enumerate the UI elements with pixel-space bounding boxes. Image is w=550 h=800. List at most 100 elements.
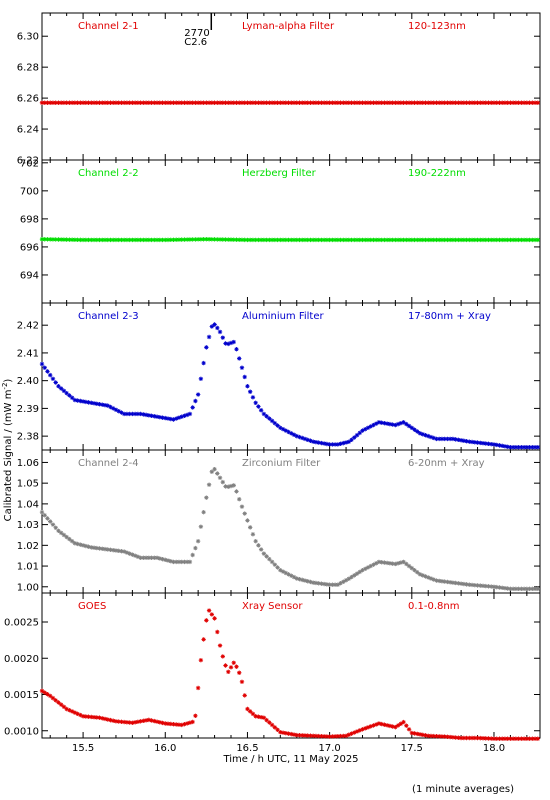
data-point xyxy=(368,237,373,243)
data-point xyxy=(502,736,508,741)
data-point xyxy=(245,100,250,105)
data-point xyxy=(310,237,316,243)
data-point xyxy=(335,733,341,739)
data-point xyxy=(116,237,121,243)
data-point xyxy=(127,551,132,556)
data-point xyxy=(168,416,173,422)
data-point xyxy=(53,698,58,703)
data-point xyxy=(332,237,338,243)
data-point xyxy=(505,237,510,243)
data-point xyxy=(141,412,146,417)
data-point xyxy=(426,733,431,739)
y-tick-label: 6.28 xyxy=(17,63,39,74)
data-point xyxy=(524,586,530,592)
data-point xyxy=(319,100,324,105)
data-point xyxy=(234,664,239,669)
data-point xyxy=(289,731,294,737)
data-point xyxy=(278,730,283,735)
data-point xyxy=(187,237,193,242)
data-point xyxy=(302,436,308,442)
data-point xyxy=(154,719,160,724)
data-point xyxy=(48,100,53,105)
data-point xyxy=(237,356,242,361)
data-point xyxy=(272,725,278,730)
y-tick-label: 1.04 xyxy=(17,499,39,510)
data-point xyxy=(111,406,116,411)
data-point xyxy=(300,577,305,583)
y-tick-label: 1.02 xyxy=(17,541,39,552)
data-point xyxy=(319,581,324,586)
filter-label: Lyman-alpha Filter xyxy=(242,21,335,32)
data-point xyxy=(467,237,472,243)
data-point xyxy=(324,100,330,105)
data-point xyxy=(100,402,105,407)
data-point xyxy=(94,545,99,551)
data-point xyxy=(91,401,97,406)
data-point xyxy=(324,237,330,243)
panel-4: 1.00 1.01 1.02 1.03 1.04 1.05 1.06 Channel 2-4 Z… xyxy=(17,449,541,594)
y-tick-label: 2.39 xyxy=(17,404,39,415)
data-point xyxy=(321,734,327,739)
data-point xyxy=(297,576,302,582)
data-point xyxy=(395,421,401,427)
data-point xyxy=(313,580,319,586)
data-point xyxy=(289,431,294,436)
data-point xyxy=(116,100,121,105)
data-point xyxy=(294,100,299,105)
data-point xyxy=(483,583,488,589)
data-point xyxy=(152,237,157,243)
data-point xyxy=(245,237,250,243)
data-point xyxy=(332,582,338,587)
data-point xyxy=(505,736,510,741)
data-point xyxy=(42,690,47,695)
data-point xyxy=(502,444,508,449)
data-point xyxy=(300,100,305,105)
data-point xyxy=(376,721,382,726)
data-point xyxy=(231,660,236,665)
data-point xyxy=(450,436,456,442)
data-point xyxy=(212,322,217,327)
data-point xyxy=(179,237,184,242)
data-point xyxy=(80,399,86,404)
data-point xyxy=(491,237,497,243)
data-point xyxy=(472,582,478,588)
data-point xyxy=(269,559,275,565)
data-point xyxy=(195,538,201,544)
data-point xyxy=(267,556,272,562)
data-point xyxy=(286,572,291,577)
data-point xyxy=(294,433,299,439)
data-point xyxy=(182,237,187,242)
data-point xyxy=(239,100,245,105)
data-point xyxy=(363,237,368,243)
x-tick-label: 16.0 xyxy=(154,743,176,754)
data-point xyxy=(338,441,343,446)
data-point xyxy=(343,440,349,445)
data-point xyxy=(45,369,50,374)
data-point xyxy=(453,735,458,740)
data-point xyxy=(171,559,176,565)
data-point xyxy=(390,561,395,566)
data-point xyxy=(258,547,264,552)
data-point xyxy=(464,439,469,444)
data-point xyxy=(390,422,395,427)
data-point xyxy=(102,402,108,408)
data-point xyxy=(182,413,187,418)
x-tick-label: 18.0 xyxy=(483,743,505,754)
data-point xyxy=(346,237,351,243)
data-point xyxy=(69,538,75,544)
data-point xyxy=(417,732,423,737)
data-point xyxy=(61,704,67,710)
data-point xyxy=(132,411,138,417)
data-point xyxy=(78,237,83,243)
data-point xyxy=(406,237,412,243)
data-point xyxy=(138,719,143,724)
data-point xyxy=(398,237,404,243)
data-point xyxy=(72,100,78,105)
data-point xyxy=(387,421,393,427)
data-point xyxy=(75,711,80,717)
data-point xyxy=(436,237,442,243)
data-point xyxy=(64,706,69,712)
data-point xyxy=(94,715,99,720)
data-point xyxy=(316,581,321,586)
data-point xyxy=(209,237,215,242)
